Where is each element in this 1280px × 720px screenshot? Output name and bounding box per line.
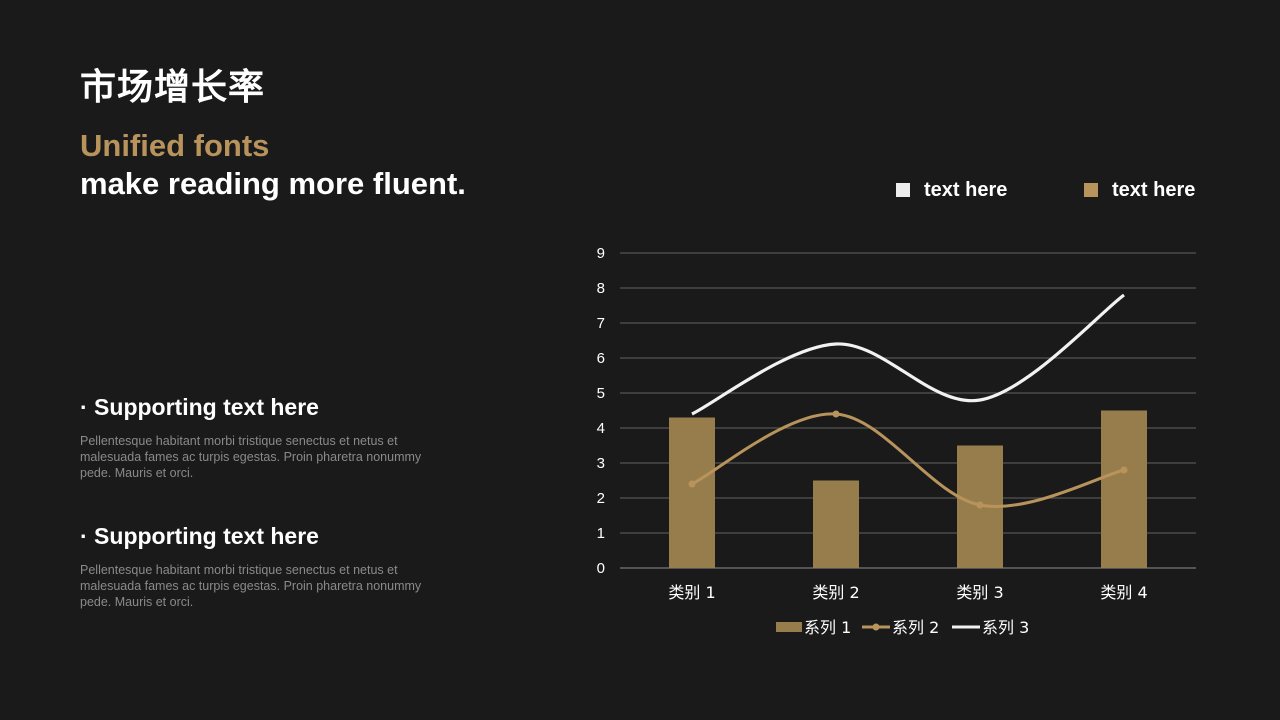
series-3-line xyxy=(691,293,1125,416)
legend-square-icon xyxy=(896,183,910,197)
bar xyxy=(1101,410,1147,568)
x-tick-label: 类别 2 xyxy=(812,583,859,602)
top-legend-label-1: text here xyxy=(924,178,1008,201)
series-2-point xyxy=(1120,466,1128,474)
legend-square-icon xyxy=(1084,183,1098,197)
section-heading-2: · Supporting text here xyxy=(80,523,319,549)
x-tick-label: 类别 4 xyxy=(1100,583,1147,602)
y-tick-label: 4 xyxy=(597,420,605,437)
subtitle-accent: Unified fonts xyxy=(80,128,270,163)
y-tick-label: 7 xyxy=(597,315,605,332)
series-2-point xyxy=(832,410,840,418)
top-legend-label-2: text here xyxy=(1112,178,1196,201)
section-heading-1: · Supporting text here xyxy=(80,394,319,420)
x-tick-label: 类别 3 xyxy=(956,583,1003,602)
y-tick-label: 9 xyxy=(597,245,605,262)
top-legend-item-1: text here xyxy=(896,176,1007,204)
legend-label-series-2: 系列 2 xyxy=(892,618,939,637)
series-2-line xyxy=(691,412,1125,508)
series-2-point xyxy=(688,480,696,488)
legend-label-series-1: 系列 1 xyxy=(804,618,851,637)
bar xyxy=(669,417,715,568)
y-tick-label: 2 xyxy=(597,490,605,507)
y-tick-label: 6 xyxy=(597,350,605,367)
y-tick-label: 0 xyxy=(597,560,605,577)
y-tick-label: 8 xyxy=(597,280,605,297)
x-tick-label: 类别 1 xyxy=(668,583,715,602)
series-2-point xyxy=(976,501,984,509)
subtitle-main: make reading more fluent. xyxy=(80,166,466,201)
y-tick-label: 3 xyxy=(597,455,605,472)
bar xyxy=(813,480,859,568)
top-legend-item-2: text here xyxy=(1084,176,1195,204)
y-tick-label: 1 xyxy=(597,525,605,542)
y-tick-label: 5 xyxy=(597,385,605,402)
legend-marker-icon xyxy=(872,623,880,631)
legend-label-series-3: 系列 3 xyxy=(982,618,1029,637)
page-title: 市场增长率 xyxy=(80,67,266,108)
section-body-2: Pellentesque habitant morbi tristique se… xyxy=(80,563,422,609)
legend-bar-icon xyxy=(776,622,802,632)
section-body-1: Pellentesque habitant morbi tristique se… xyxy=(80,434,422,480)
